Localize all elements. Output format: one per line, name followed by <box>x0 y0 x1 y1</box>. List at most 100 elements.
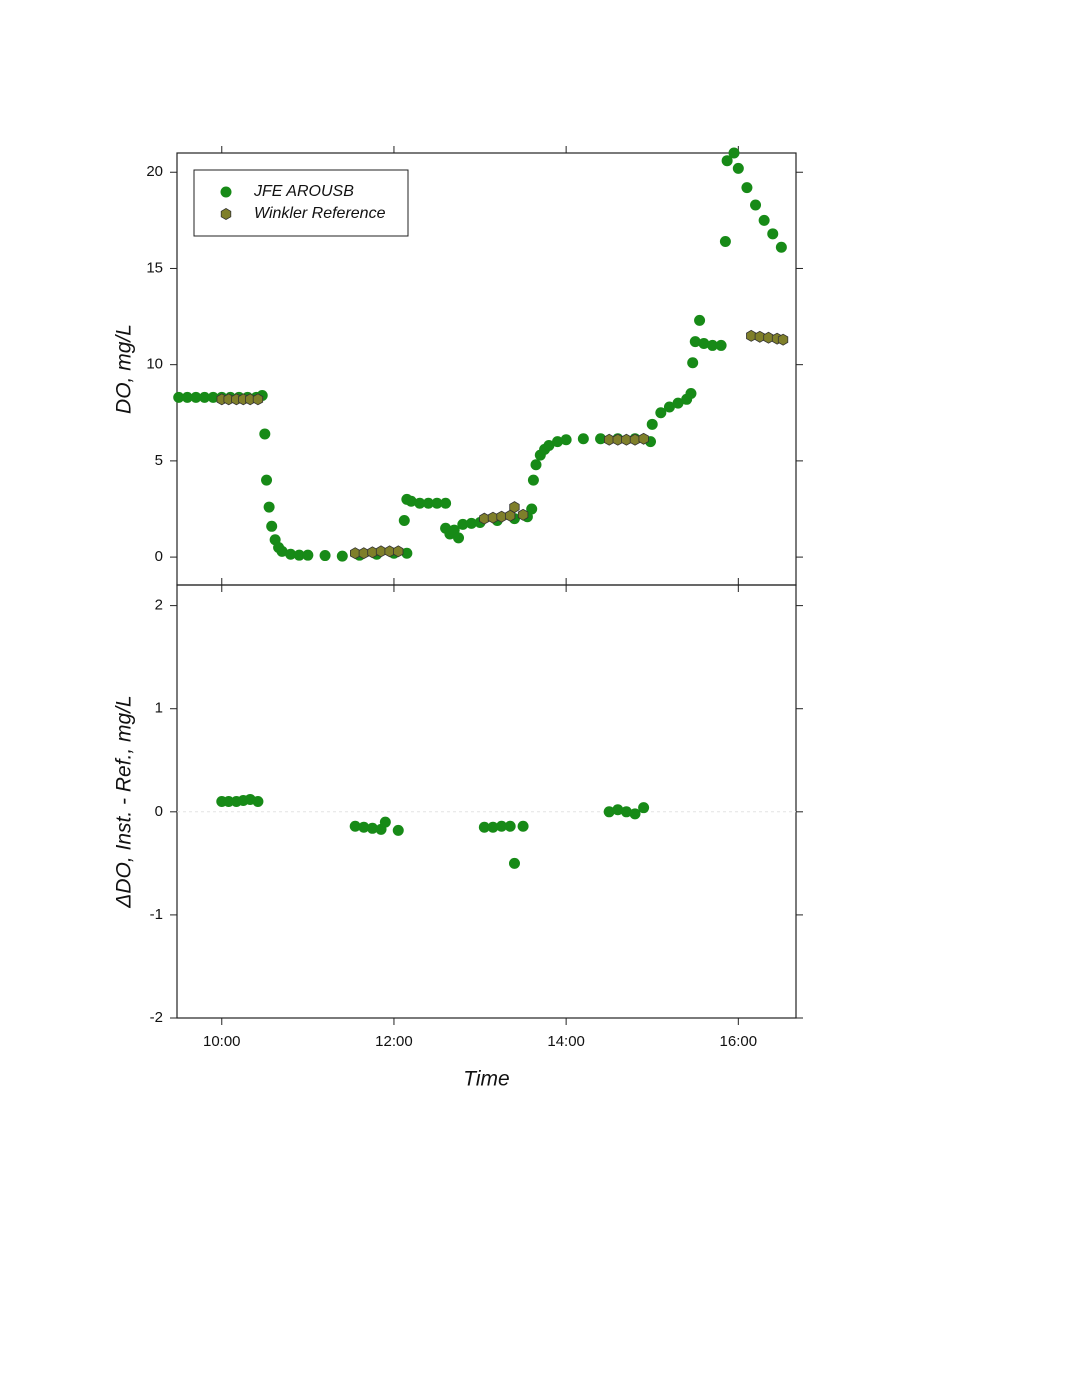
marker <box>393 545 404 558</box>
marker <box>422 497 434 509</box>
marker <box>509 501 520 514</box>
marker <box>706 339 718 351</box>
y-tick-label: -1 <box>150 906 163 923</box>
marker <box>440 497 452 509</box>
marker <box>392 824 404 836</box>
marker <box>398 515 410 527</box>
marker <box>689 336 701 348</box>
marker <box>663 401 675 413</box>
marker <box>638 802 650 814</box>
marker <box>698 338 710 350</box>
marker <box>453 532 465 544</box>
x-tick-label: 12:00 <box>375 1033 413 1050</box>
marker <box>496 820 508 832</box>
marker <box>285 548 297 560</box>
marker <box>379 816 391 828</box>
marker <box>517 508 529 521</box>
y-axis-label: ΔDO, Inst. - Ref., mg/L <box>113 695 136 908</box>
x-axis-label: Time <box>463 1068 509 1091</box>
marker <box>527 474 539 486</box>
marker <box>261 474 273 486</box>
marker <box>302 549 314 561</box>
marker <box>487 511 499 524</box>
marker <box>604 433 615 446</box>
y-tick-label: 15 <box>146 259 163 276</box>
y-tick-label: 20 <box>146 163 163 180</box>
y-tick-label: -2 <box>150 1009 163 1026</box>
marker <box>560 434 572 446</box>
marker <box>199 391 211 403</box>
y-tick-label: 0 <box>155 803 163 820</box>
marker <box>173 391 185 403</box>
marker <box>276 545 288 557</box>
marker <box>336 550 348 562</box>
x-tick-label: 16:00 <box>720 1033 758 1050</box>
x-tick-label: 14:00 <box>547 1033 585 1050</box>
marker <box>508 857 520 869</box>
marker <box>223 796 235 807</box>
marker <box>220 186 232 198</box>
marker <box>530 459 542 471</box>
marker <box>349 820 361 832</box>
marker <box>517 820 529 832</box>
marker <box>620 806 632 818</box>
marker <box>266 520 278 532</box>
marker <box>367 546 378 559</box>
marker <box>612 804 624 816</box>
marker <box>431 497 443 509</box>
marker <box>259 428 271 440</box>
marker <box>603 806 615 818</box>
marker <box>767 228 779 240</box>
marker <box>543 439 555 451</box>
marker <box>401 547 413 559</box>
marker <box>763 331 774 344</box>
marker <box>672 397 684 409</box>
marker <box>190 391 202 403</box>
marker <box>263 501 275 513</box>
marker <box>479 512 490 525</box>
marker <box>465 517 477 529</box>
marker <box>207 391 219 403</box>
marker <box>629 808 641 820</box>
marker <box>358 547 370 560</box>
marker <box>685 388 697 400</box>
y-tick-label: 10 <box>146 356 163 373</box>
x-tick-label: 10:00 <box>203 1033 241 1050</box>
marker <box>612 433 623 446</box>
marker <box>414 497 426 509</box>
plot-frame <box>176 584 797 1019</box>
marker <box>293 549 305 561</box>
marker <box>719 236 731 248</box>
marker <box>715 339 727 351</box>
marker <box>252 796 264 807</box>
y-tick-label: 1 <box>155 700 163 717</box>
marker <box>694 314 706 326</box>
marker <box>358 821 370 833</box>
legend-label: Winkler Reference <box>254 205 386 222</box>
marker <box>181 391 193 403</box>
marker <box>552 436 564 448</box>
marker <box>746 329 757 342</box>
marker <box>349 547 361 560</box>
legend-label: JFE AROUSB <box>253 183 354 200</box>
y-tick-label: 5 <box>155 452 163 469</box>
marker <box>777 333 789 346</box>
marker <box>732 162 744 174</box>
marker <box>687 357 699 369</box>
marker <box>721 155 733 167</box>
marker <box>526 503 538 515</box>
legend-box <box>193 169 409 237</box>
marker <box>750 199 762 211</box>
marker <box>487 821 499 833</box>
marker <box>457 518 469 530</box>
marker <box>741 182 753 194</box>
marker <box>638 432 649 445</box>
marker <box>384 545 395 558</box>
marker <box>375 545 387 558</box>
y-tick-label: 0 <box>155 548 163 565</box>
marker <box>220 208 232 220</box>
marker <box>629 433 641 446</box>
marker <box>366 822 378 834</box>
